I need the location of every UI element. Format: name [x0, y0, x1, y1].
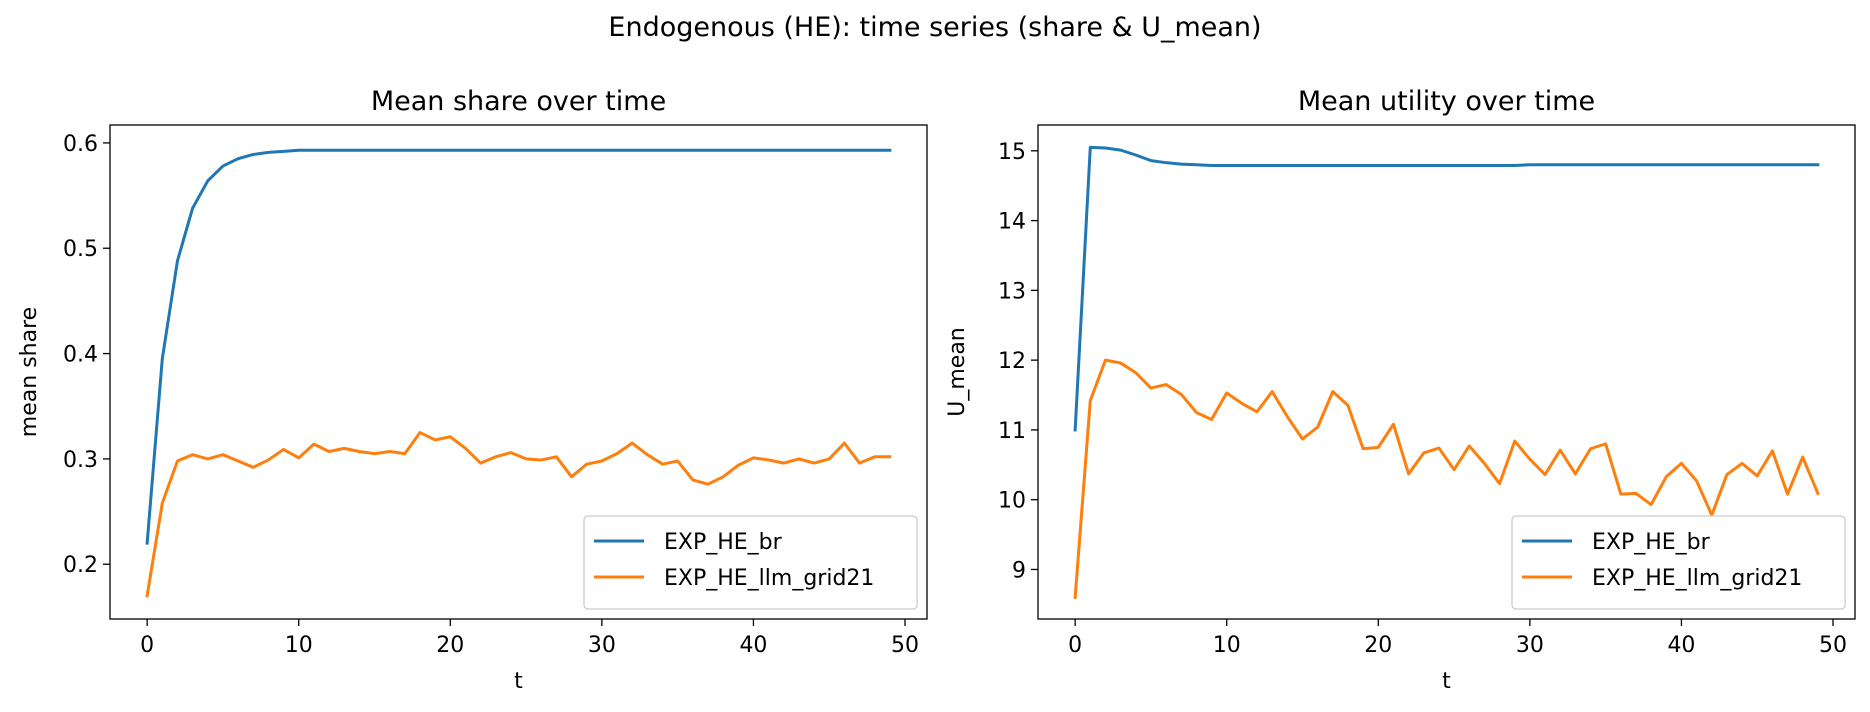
legend-entry: EXP_HE_br: [664, 530, 783, 555]
chart-panel-2: Mean utility over time 0 10 20 30 40 50 9 10 11 12…: [945, 86, 1856, 694]
chart-title: Mean utility over time: [1298, 86, 1595, 117]
y-tick-label: 0.2: [63, 553, 98, 578]
x-tick-label: 30: [1516, 633, 1544, 658]
plot-frame: [109, 124, 928, 620]
figure-title: Endogenous (HE): time series (share & U_…: [608, 12, 1262, 43]
legend: EXP_HE_br EXP_HE_llm_grid21: [1511, 515, 1846, 610]
x-axis-label: t: [1442, 669, 1451, 694]
series-line-EXP_HE_llm_grid21: [145, 431, 892, 598]
x-tick-label: 0: [1068, 633, 1082, 658]
y-tick-label: 0.6: [63, 132, 98, 157]
legend: EXP_HE_br EXP_HE_llm_grid21: [583, 515, 918, 610]
y-tick-label: 12: [998, 349, 1026, 374]
series-line-EXP_HE_br: [1073, 145, 1820, 432]
y-tick-label: 15: [998, 140, 1026, 165]
series-line-EXP_HE_br: [145, 148, 892, 545]
x-tick-label: 50: [1819, 633, 1847, 658]
x-tick-label: 10: [1213, 633, 1241, 658]
legend-box: [1511, 515, 1846, 610]
series-line-EXP_HE_llm_grid21: [1073, 358, 1820, 599]
legend-entry: EXP_HE_llm_grid21: [1592, 566, 1802, 591]
y-tick-label: 0.4: [63, 343, 98, 368]
y-tick-label: 0.3: [63, 448, 98, 473]
x-tick-label: 30: [588, 633, 616, 658]
y-tick-label: 11: [998, 419, 1026, 444]
y-tick-label: 13: [998, 279, 1026, 304]
y-tick-label: 0.5: [63, 237, 98, 262]
plot-frame: [1037, 124, 1856, 620]
x-axis-label: t: [514, 669, 523, 694]
y-tick-label: 10: [998, 489, 1026, 514]
x-tick-label: 40: [1667, 633, 1695, 658]
y-axis-label: mean share: [17, 307, 42, 437]
x-tick-label: 0: [140, 633, 154, 658]
x-tick-label: 10: [285, 633, 313, 658]
y-tick-label: 14: [998, 210, 1026, 235]
y-tick-label: 9: [1012, 558, 1026, 583]
legend-entry: EXP_HE_llm_grid21: [664, 566, 874, 591]
chart-title: Mean share over time: [371, 86, 666, 117]
y-axis-label: U_mean: [945, 327, 970, 417]
x-tick-label: 40: [739, 633, 767, 658]
legend-entry: EXP_HE_br: [1592, 530, 1711, 555]
chart-panel-1: Mean share over time 0 10 20 30 40 50 0.2 0.3 0.4…: [17, 86, 928, 694]
x-tick-label: 50: [891, 633, 919, 658]
legend-box: [583, 515, 918, 610]
x-tick-label: 20: [436, 633, 464, 658]
x-tick-label: 20: [1364, 633, 1392, 658]
